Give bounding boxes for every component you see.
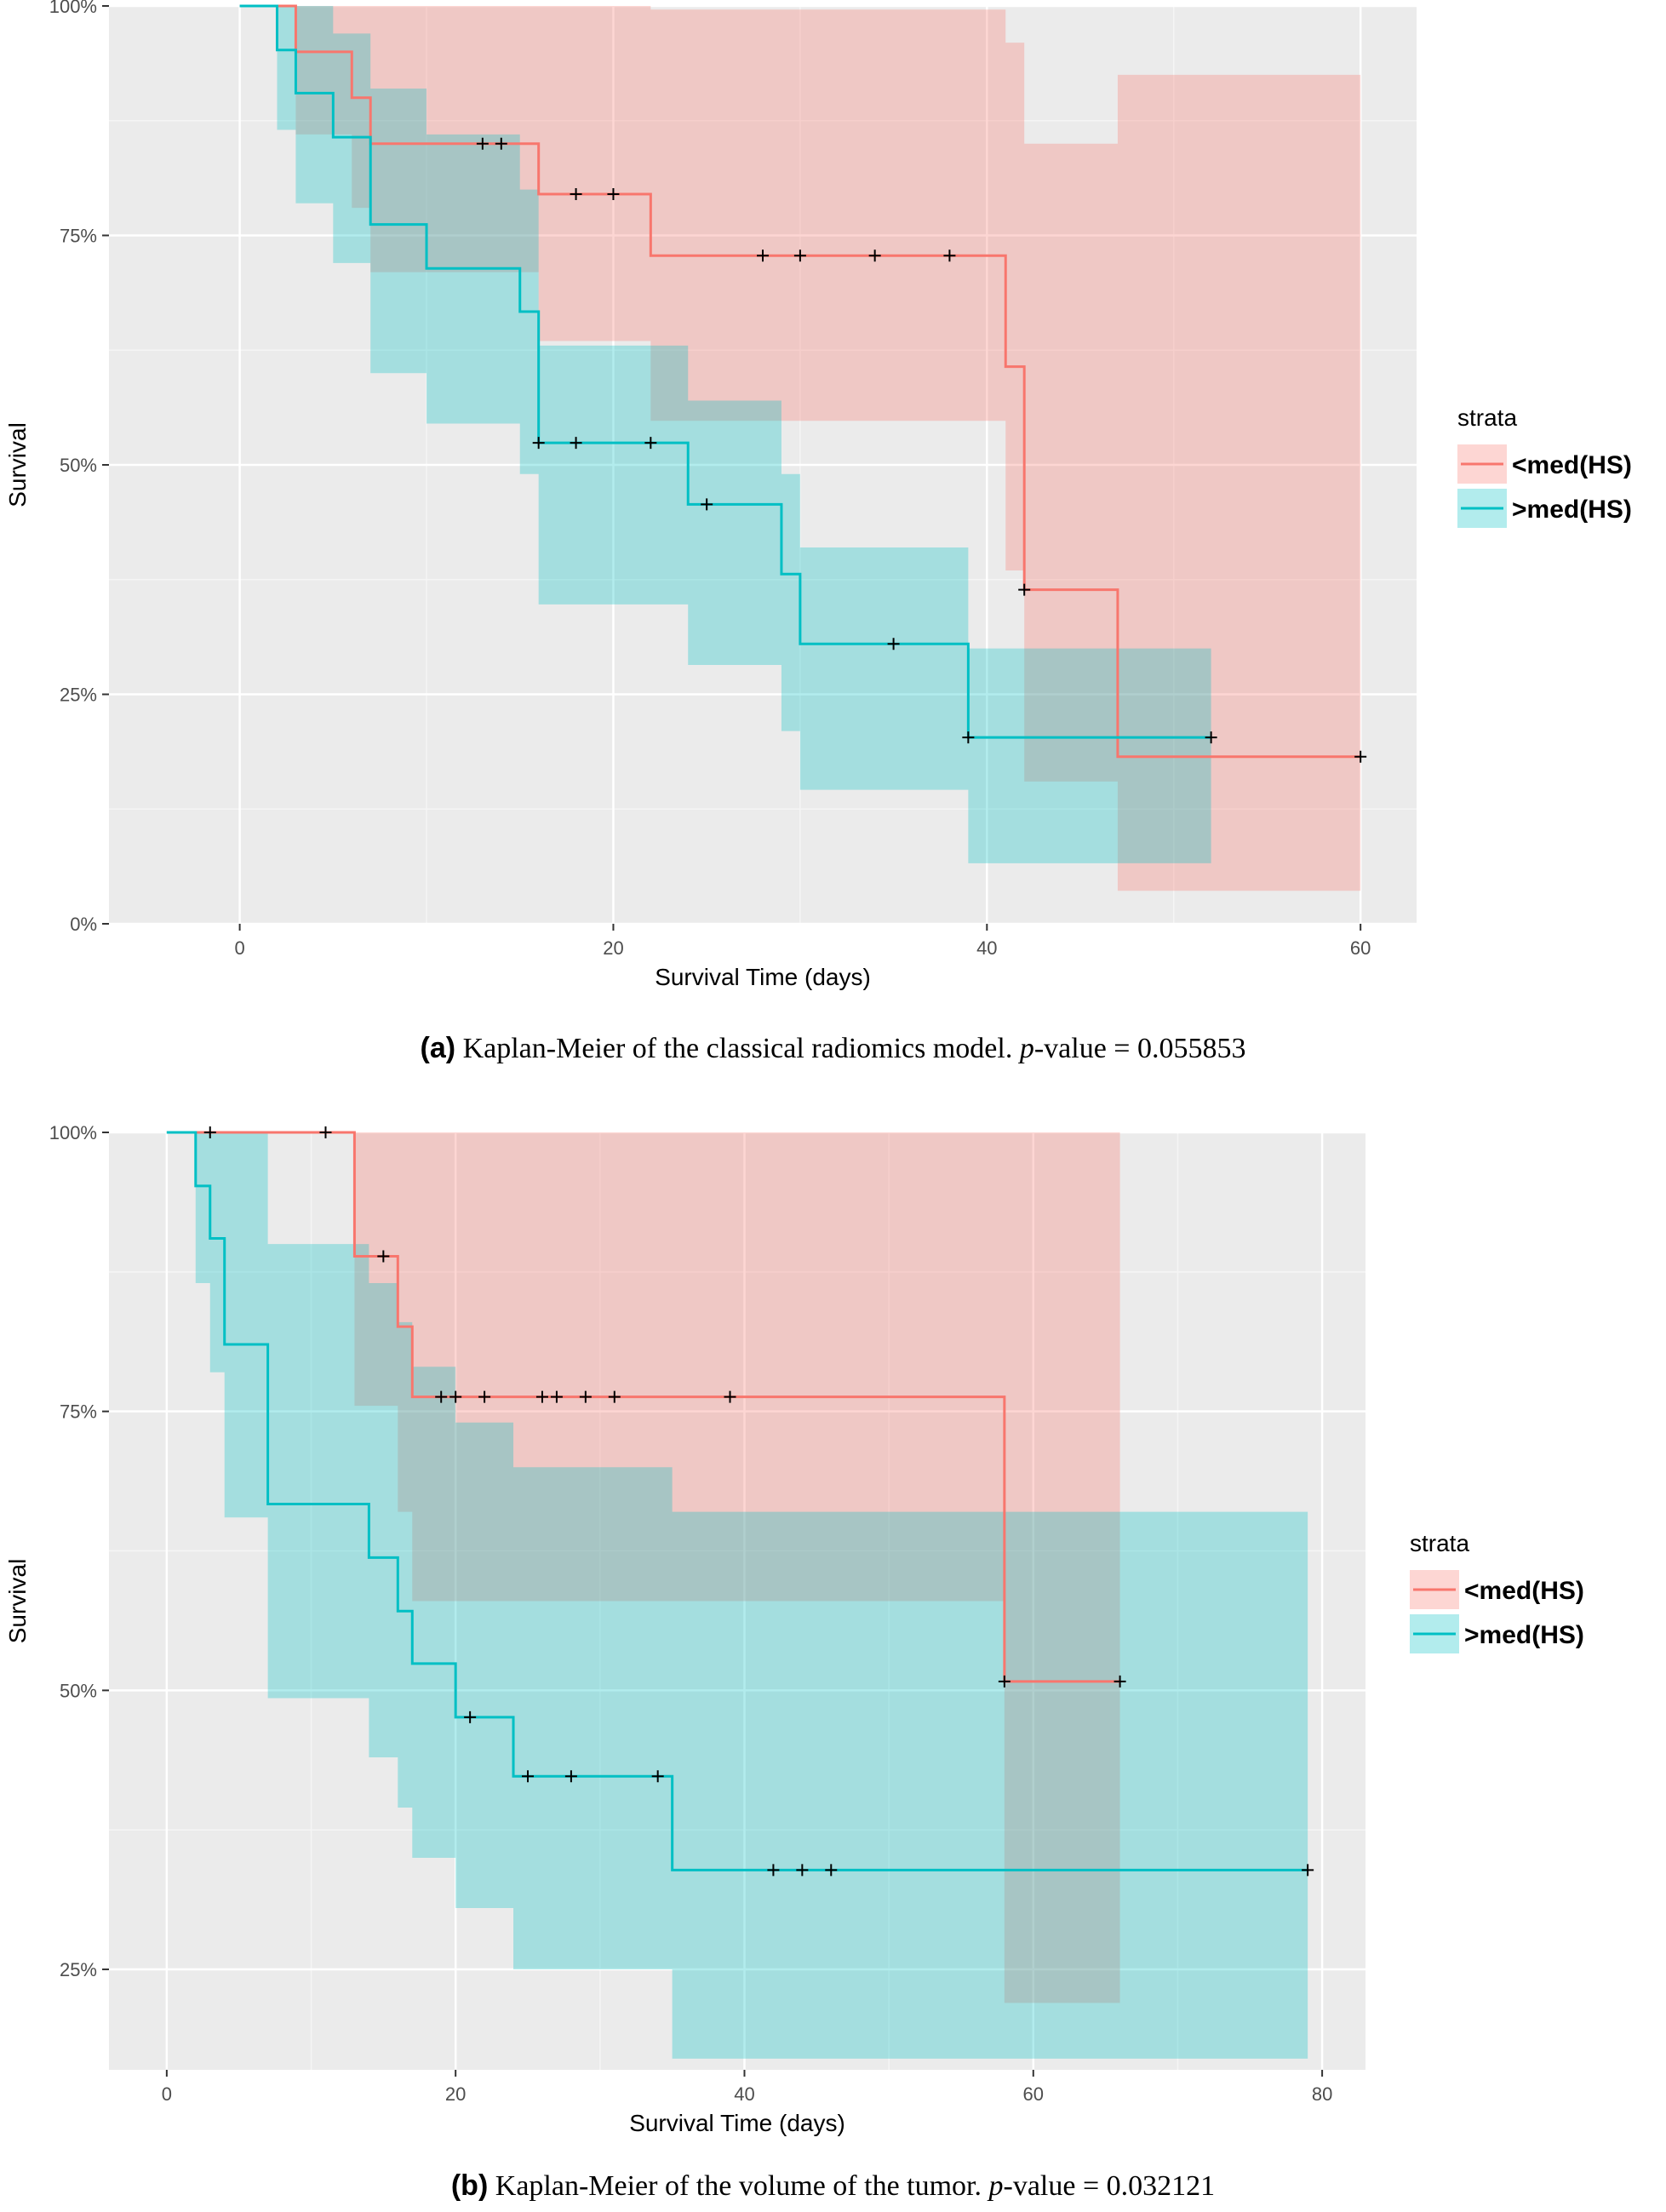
chart-b-legend-label-1: >med(HS) (1464, 1621, 1584, 1649)
chart-b-x-tick-label: 40 (734, 2083, 754, 2105)
chart-a-censor-mark (476, 137, 489, 150)
chart-a-legend-title: strata (1457, 404, 1517, 431)
chart-b-censor-mark (535, 1390, 548, 1403)
chart-b-censor-mark (724, 1390, 736, 1403)
caption-b: (b) Kaplan-Meier of the volume of the tu… (0, 2169, 1666, 2203)
chart-a-x-axis-title: Survival Time (days) (655, 964, 871, 990)
chart-b-y-tick-label: 75% (60, 1401, 97, 1423)
chart-a-censor-mark (1205, 731, 1217, 744)
chart-a-censor-mark (701, 498, 713, 511)
chart-a-censor-mark (793, 249, 806, 262)
chart-b-y-axis-title: Survival (4, 1559, 31, 1644)
caption-a-label: (a) (420, 1032, 456, 1064)
chart-b-censor-mark (435, 1390, 448, 1403)
chart-a-censor-mark (570, 187, 582, 200)
chart-a-y-axis-title: Survival (4, 422, 31, 507)
caption-a-text: Kaplan-Meier of the classical radiomics … (462, 1033, 1013, 1064)
chart-b-censor-mark (651, 1770, 664, 1783)
chart-a-censor-mark (887, 638, 900, 650)
chart-a-censor-mark (962, 731, 975, 744)
chart-b-survival-line-high-hs (166, 1131, 1308, 1871)
chart-a-censor-mark (495, 137, 507, 150)
chart-b-x-tick-label: 60 (1023, 2083, 1044, 2105)
km-chart-b: 0 20 40 60 80 25% 50% 75% 100% Survival Time (day… (4, 1122, 1584, 2136)
chart-a-censor-mark (532, 437, 545, 450)
caption-b-p-value: -value = 0.032121 (1003, 2170, 1216, 2202)
chart-a-survival-line-high-hs (239, 4, 1211, 739)
figure-b: 0 20 40 60 80 25% 50% 75% 100% Survival Time (day… (0, 1107, 1666, 2212)
chart-b-censor-mark (377, 1250, 390, 1263)
chart-b-y-tick-label: 100% (49, 1122, 97, 1143)
chart-a-x-tick-label: 20 (603, 937, 623, 959)
chart-a-censor-mark (1354, 750, 1367, 763)
chart-a-y-tick-label: 50% (60, 455, 97, 476)
caption-a-p-value: -value = 0.055853 (1033, 1033, 1246, 1064)
chart-a-x-tick-label: 40 (976, 937, 997, 959)
chart-b-survival-line-low-hs (166, 1131, 1120, 1683)
caption-b-text: Kaplan-Meier of the volume of the tumor. (495, 2170, 982, 2202)
chart-a-y-tick-label: 25% (60, 685, 97, 706)
chart-b-censor-mark (319, 1126, 332, 1138)
chart-b-x-tick-label: 80 (1312, 2083, 1332, 2105)
figure-a: 0 20 40 60 0% 25% 50% 75% 100% Survival Time (day… (0, 0, 1666, 1090)
chart-a-ci-ribbon-low-hs (239, 6, 1361, 891)
chart-b-x-axis-title: Survival Time (days) (629, 2110, 845, 2136)
chart-b-ci-ribbon-low-hs (166, 1132, 1120, 2003)
chart-a-censor-mark (570, 437, 582, 450)
chart-b-censor-mark (579, 1390, 592, 1403)
chart-b-plot-panel (109, 1132, 1365, 2070)
chart-a-censor-mark (757, 249, 769, 262)
chart-b-x-tick-label: 0 (162, 2083, 172, 2105)
chart-b-censor-mark (1114, 1675, 1126, 1688)
chart-b-censor-mark (550, 1390, 563, 1403)
chart-b-ci-ribbon-high-hs (166, 1132, 1308, 2059)
chart-a-y-tick-label: 100% (49, 0, 97, 17)
chart-a-x-tick-label: 60 (1350, 937, 1371, 959)
km-chart-a: 0 20 40 60 0% 25% 50% 75% 100% Survival Time (day… (4, 0, 1632, 990)
chart-a-censor-mark (644, 437, 657, 450)
chart-a-censor-mark (607, 187, 620, 200)
chart-b-legend-title: strata (1410, 1530, 1469, 1556)
chart-a-x-tick-label: 0 (234, 937, 244, 959)
chart-b-censor-mark (796, 1864, 809, 1877)
chart-a-legend-label-1: >med(HS) (1512, 496, 1632, 524)
chart-b-censor-mark (449, 1390, 462, 1403)
chart-a-survival-line-low-hs (239, 4, 1361, 759)
chart-b-legend-label-0: <med(HS) (1464, 1577, 1584, 1605)
chart-a-censor-mark (943, 249, 956, 262)
chart-b-censor-mark (1302, 1864, 1314, 1877)
chart-b-censor-mark (464, 1711, 477, 1723)
chart-b-censor-mark (767, 1864, 780, 1877)
chart-a-y-tick-label: 0% (70, 914, 97, 935)
chart-b-x-tick-label: 20 (445, 2083, 466, 2105)
chart-b-censor-mark (522, 1770, 534, 1783)
chart-a-censor-mark (868, 249, 881, 262)
chart-b-censor-mark (998, 1675, 1010, 1688)
caption-b-label: (b) (450, 2169, 489, 2202)
chart-b-censor-mark (564, 1770, 577, 1783)
caption-a: (a) Kaplan-Meier of the classical radiom… (0, 1032, 1666, 1065)
chart-a-legend-label-0: <med(HS) (1512, 451, 1632, 479)
chart-b-censor-mark (608, 1390, 621, 1403)
caption-a-p-label: p (1019, 1033, 1034, 1064)
chart-b-censor-mark (203, 1126, 216, 1138)
chart-b-y-tick-label: 50% (60, 1680, 97, 1701)
chart-a-y-tick-label: 75% (60, 226, 97, 247)
chart-b-censor-mark (825, 1864, 838, 1877)
chart-b-censor-mark (478, 1390, 491, 1403)
caption-b-p-label: p (988, 2170, 1004, 2202)
chart-a-censor-mark (1018, 583, 1031, 596)
chart-b-y-tick-label: 25% (60, 1959, 97, 1980)
